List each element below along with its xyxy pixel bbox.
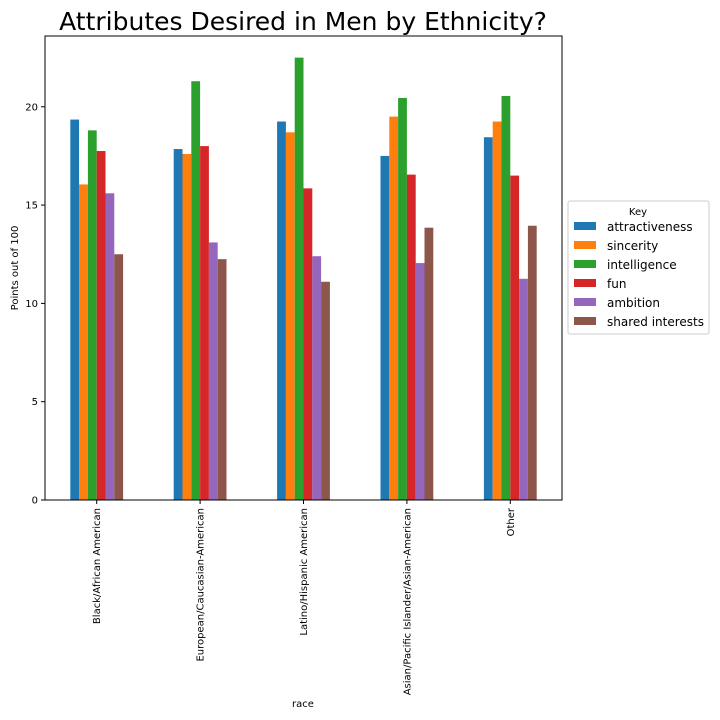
legend-items: attractiveness sincerity intelligence fun am… [574, 220, 704, 329]
y-tick-label: 20 [25, 102, 38, 113]
bar-fun-2 [200, 146, 209, 500]
bar-fun-1 [96, 151, 106, 500]
bar-sincerity-2 [182, 153, 192, 500]
bar-shared-interests-1 [114, 254, 124, 500]
bar-attractiveness-2 [173, 149, 183, 501]
bar-attractiveness-3 [277, 121, 286, 500]
legend: Key attractiveness sincerity intelligence f… [567, 200, 710, 335]
bar-fun-3 [303, 188, 313, 500]
bar-intelligence-3 [294, 57, 304, 500]
bars-group [70, 57, 537, 501]
y-tick-label: 15 [25, 201, 38, 212]
y-tick-label: 0 [32, 496, 38, 507]
chart-title: Attributes Desired in Men by Ethnicity? [59, 7, 547, 36]
legend-swatch-attractiveness [574, 222, 596, 230]
x-tick-label: Asian/Pacific Islander/Asian-American [402, 508, 413, 695]
y-axis: 0 5 10 15 20 [25, 102, 45, 507]
x-axis-label: race [292, 699, 314, 710]
legend-swatch-intelligence [574, 260, 596, 268]
x-tick-label: Black/African American [92, 508, 103, 624]
legend-label-intelligence: intelligence [607, 258, 677, 272]
bar-intelligence-4 [398, 97, 407, 501]
bar-shared-interests-3 [321, 281, 330, 500]
legend-swatch-fun [574, 279, 596, 287]
bar-sincerity-4 [389, 116, 399, 501]
legend-label-sincerity: sincerity [607, 239, 658, 253]
x-tick-label: Other [506, 507, 517, 536]
legend-swatch-sincerity [574, 241, 596, 249]
x-axis: Black/African American European/Caucasian… [92, 500, 517, 695]
bar-ambition-3 [312, 256, 322, 500]
legend-swatch-ambition [574, 298, 596, 306]
bar-ambition-5 [519, 278, 528, 500]
bar-shared-interests-5 [527, 225, 537, 501]
bar-ambition-2 [208, 242, 218, 500]
bar-sincerity-5 [492, 121, 502, 500]
legend-label-ambition: ambition [607, 296, 660, 310]
bar-ambition-4 [415, 263, 425, 500]
bar-attractiveness-4 [380, 155, 390, 500]
bar-intelligence-2 [191, 81, 201, 500]
y-axis-label: Points out of 100 [10, 226, 21, 311]
bar-ambition-1 [105, 193, 115, 501]
legend-label-attractiveness: attractiveness [607, 220, 693, 234]
bar-attractiveness-1 [70, 119, 80, 500]
x-tick-label: Latino/Hispanic American [299, 508, 310, 636]
legend-title: Key [629, 207, 647, 218]
bar-intelligence-1 [87, 130, 97, 500]
bar-sincerity-3 [285, 132, 295, 500]
x-tick-label: European/Caucasian-American [196, 508, 207, 662]
bar-fun-5 [510, 175, 520, 500]
bar-fun-4 [406, 174, 416, 501]
y-tick-label: 5 [32, 397, 38, 408]
bar-attractiveness-5 [483, 137, 493, 500]
legend-box [567, 200, 710, 335]
bar-shared-interests-4 [424, 227, 434, 500]
bar-intelligence-5 [501, 95, 511, 500]
legend-label-shared-interests: shared interests [607, 315, 704, 329]
bar-sincerity-1 [79, 184, 88, 500]
legend-swatch-shared-interests [574, 317, 596, 325]
y-tick-label: 10 [25, 299, 38, 310]
legend-label-fun: fun [607, 277, 626, 291]
bar-shared-interests-2 [217, 259, 227, 500]
